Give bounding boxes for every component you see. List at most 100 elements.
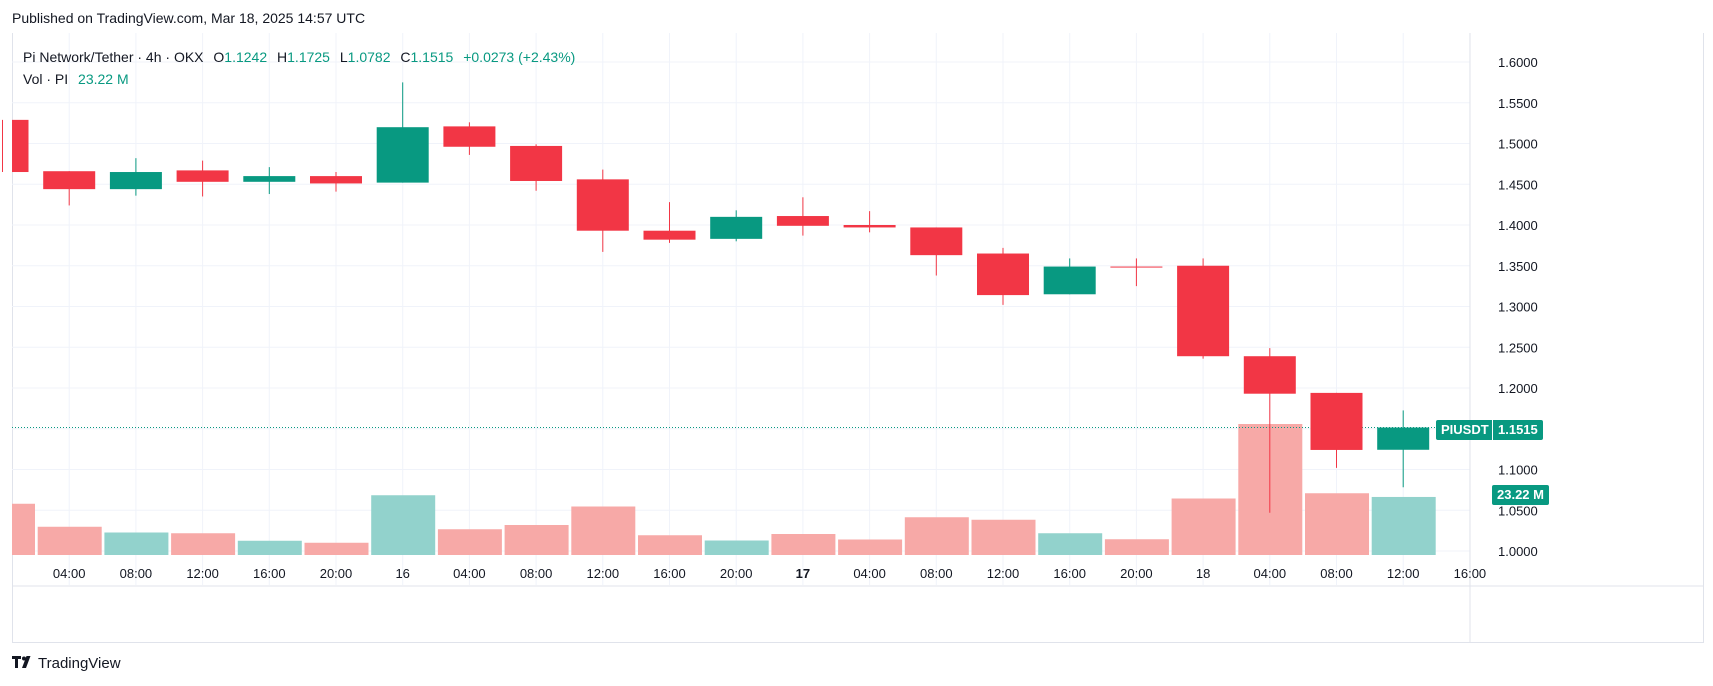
price-tick-label: 1.3500 bbox=[1498, 259, 1538, 274]
candle-body bbox=[376, 127, 429, 183]
legend-volume-value: 23.22 M bbox=[78, 71, 129, 87]
price-tick-label: 1.4500 bbox=[1498, 177, 1538, 192]
time-tick-label: 12:00 bbox=[1387, 566, 1420, 581]
volume-bars bbox=[12, 424, 1436, 555]
candle-body bbox=[776, 216, 829, 226]
price-tick-label: 1.4000 bbox=[1498, 218, 1538, 233]
chart-legend: Pi Network/Tether · 4h · OKX O1.1242 H1.… bbox=[23, 46, 575, 90]
time-tick-label: 20:00 bbox=[720, 566, 753, 581]
candle-body bbox=[1177, 265, 1230, 357]
volume-bar bbox=[571, 506, 636, 555]
price-tick-label: 1.1000 bbox=[1498, 463, 1538, 478]
candle-body bbox=[1043, 266, 1096, 295]
time-tick-label: 12:00 bbox=[587, 566, 620, 581]
volume-bar bbox=[12, 503, 35, 555]
time-tick-label: 08:00 bbox=[1320, 566, 1353, 581]
volume-bar bbox=[771, 534, 836, 555]
time-tick-label: 16:00 bbox=[653, 566, 686, 581]
candle-body bbox=[977, 253, 1029, 296]
tradingview-brand-label: TradingView bbox=[38, 655, 121, 672]
candle-body bbox=[910, 227, 963, 256]
chart-frame[interactable] bbox=[12, 33, 1704, 643]
time-tick-label: 12:00 bbox=[186, 566, 219, 581]
volume-bar bbox=[104, 532, 169, 555]
candle-body bbox=[1377, 427, 1430, 450]
time-tick-label: 16 bbox=[395, 566, 409, 581]
legend-low-value: 1.0782 bbox=[347, 49, 391, 65]
candle-body bbox=[176, 170, 229, 182]
volume-bar bbox=[171, 533, 236, 555]
last-price-tag: 1.1515 bbox=[1492, 420, 1543, 440]
price-tick-label: 1.0500 bbox=[1498, 503, 1538, 518]
price-axis: 1.6000 1.5500 1.5000 1.4500 1.4000 1.3500 1.30… bbox=[1498, 55, 1538, 559]
volume-bar bbox=[971, 519, 1036, 555]
candle-body bbox=[1243, 356, 1296, 394]
candle-body bbox=[310, 176, 362, 184]
volume-bar bbox=[838, 539, 903, 555]
candles bbox=[2, 82, 1430, 513]
legend-change: +0.0273 (+2.43%) bbox=[463, 49, 576, 65]
candle-body bbox=[12, 119, 29, 173]
time-tick-label: 04:00 bbox=[453, 566, 486, 581]
volume-bar bbox=[437, 529, 502, 555]
price-tick-label: 1.3000 bbox=[1498, 300, 1538, 315]
volume-bar bbox=[904, 517, 969, 555]
price-tick-label: 1.5000 bbox=[1498, 137, 1538, 152]
time-tick-label: 12:00 bbox=[987, 566, 1020, 581]
price-tick-label: 1.5500 bbox=[1498, 96, 1538, 111]
volume-bar bbox=[304, 542, 369, 555]
volume-bar bbox=[504, 525, 569, 555]
time-tick-label: 08:00 bbox=[120, 566, 153, 581]
legend-high-label: H bbox=[277, 49, 288, 65]
time-tick-label: 20:00 bbox=[1120, 566, 1153, 581]
legend-symbol[interactable]: Pi Network/Tether · 4h · OKX bbox=[23, 49, 204, 65]
volume-bar bbox=[1371, 496, 1436, 555]
chart-grid bbox=[12, 33, 1704, 643]
time-tick-label: 18 bbox=[1196, 566, 1210, 581]
volume-bar bbox=[371, 495, 436, 555]
legend-price-row: Pi Network/Tether · 4h · OKX O1.1242 H1.… bbox=[23, 46, 575, 68]
candle-body bbox=[710, 216, 763, 239]
time-tick-label: 08:00 bbox=[920, 566, 953, 581]
volume-bar bbox=[237, 540, 302, 555]
price-tick-label: 1.2500 bbox=[1498, 340, 1538, 355]
legend-close-label: C bbox=[400, 49, 411, 65]
published-header: Published on TradingView.com, Mar 18, 20… bbox=[12, 10, 366, 26]
tradingview-brand[interactable]: TradingView bbox=[12, 655, 121, 672]
candle-body bbox=[643, 230, 696, 240]
price-tick-label: 1.0000 bbox=[1498, 544, 1538, 559]
time-tick-label: 04:00 bbox=[53, 566, 86, 581]
time-tick-label: 08:00 bbox=[520, 566, 553, 581]
candle-body bbox=[510, 145, 563, 181]
legend-open-label: O bbox=[213, 49, 225, 65]
volume-bar bbox=[1305, 493, 1369, 555]
candle-body bbox=[1110, 266, 1163, 268]
time-tick-label: 20:00 bbox=[320, 566, 353, 581]
time-tick-label: 16:00 bbox=[1454, 566, 1487, 581]
time-tick-label: 04:00 bbox=[1254, 566, 1287, 581]
candle-body bbox=[109, 172, 162, 190]
candle-body bbox=[576, 179, 629, 231]
volume-bar bbox=[638, 535, 702, 555]
candle-body bbox=[443, 126, 496, 147]
time-axis: 04:00 08:00 12:00 16:00 20:00 16 04:00 08:00 12:… bbox=[53, 566, 1486, 581]
legend-volume-row: Vol · PI 23.22 M bbox=[23, 68, 575, 90]
volume-bar bbox=[1038, 533, 1103, 555]
legend-volume-label[interactable]: Vol · PI bbox=[23, 71, 69, 87]
time-tick-label: 16:00 bbox=[253, 566, 286, 581]
tradingview-logo-icon bbox=[12, 655, 34, 672]
candle-body bbox=[1310, 392, 1363, 450]
candle-body bbox=[243, 176, 296, 182]
legend-close-value: 1.1515 bbox=[410, 49, 454, 65]
time-tick-label: 17 bbox=[796, 566, 810, 581]
candle-body bbox=[843, 225, 896, 228]
candle-body bbox=[43, 171, 96, 190]
legend-open-value: 1.1242 bbox=[224, 49, 268, 65]
legend-high-value: 1.1725 bbox=[287, 49, 330, 65]
time-tick-label: 04:00 bbox=[853, 566, 886, 581]
volume-bar bbox=[1171, 498, 1236, 555]
price-tick-label: 1.6000 bbox=[1498, 55, 1538, 70]
symbol-price-tag: PIUSDT bbox=[1436, 420, 1494, 440]
price-tick-label: 1.2000 bbox=[1498, 381, 1538, 396]
